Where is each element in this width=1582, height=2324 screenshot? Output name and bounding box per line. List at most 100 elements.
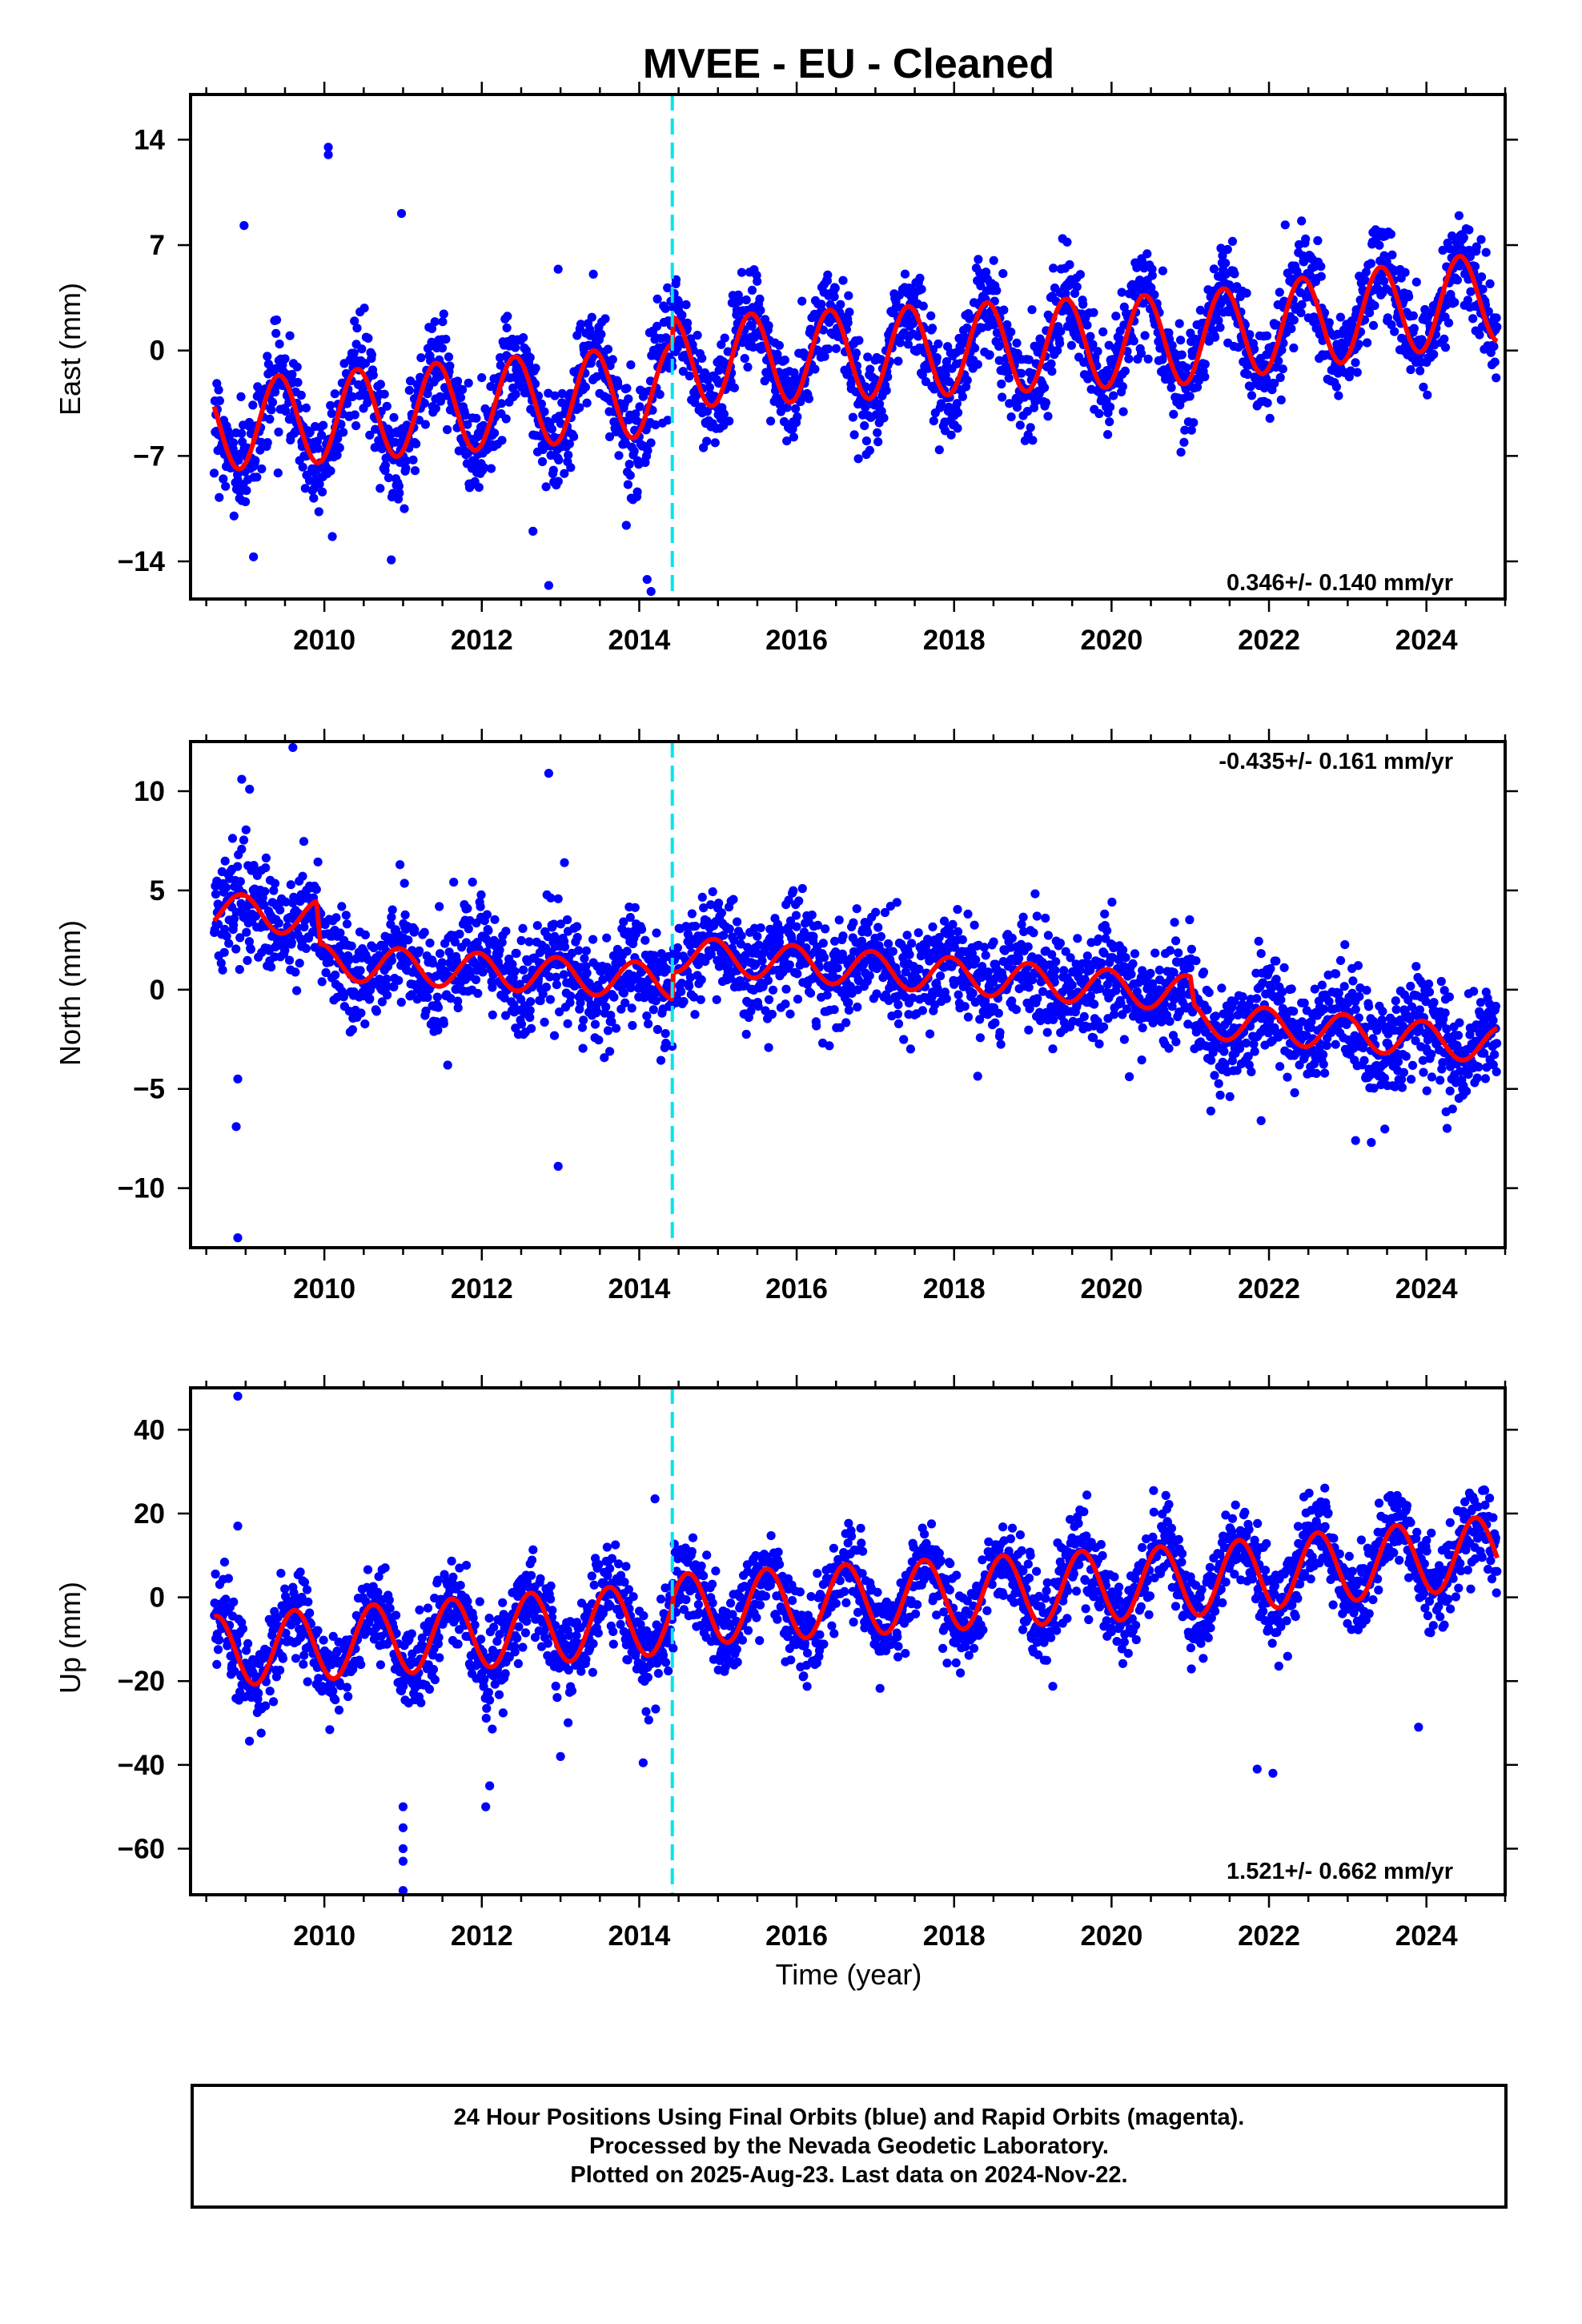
east-data-point — [663, 283, 673, 292]
north-data-point — [246, 944, 255, 954]
east-data-point — [1024, 355, 1034, 364]
north-data-point — [1214, 1079, 1223, 1088]
north-data-point — [899, 1035, 909, 1044]
east-data-point — [1423, 390, 1432, 400]
east-data-point — [408, 455, 418, 464]
east-data-point — [1404, 292, 1414, 302]
east-data-point — [275, 340, 284, 349]
north-data-point — [1206, 1106, 1215, 1116]
north-data-point — [627, 1003, 636, 1013]
east-data-point — [1390, 327, 1399, 336]
east-data-point — [456, 392, 466, 402]
north-data-point — [1079, 1011, 1089, 1021]
north-data-point — [697, 892, 707, 902]
north-data-point — [1266, 963, 1275, 974]
east-data-point — [375, 484, 385, 493]
east-outlier-point — [249, 552, 259, 561]
north-data-point — [360, 930, 370, 939]
east-data-point — [1143, 354, 1153, 364]
north-data-point — [809, 931, 818, 942]
east-data-point — [367, 350, 376, 360]
east-data-point — [1360, 275, 1370, 285]
east-data-point — [820, 352, 829, 361]
east-data-point — [380, 460, 390, 470]
north-data-point — [805, 988, 816, 998]
east-data-point — [511, 389, 520, 399]
north-data-point — [691, 922, 701, 931]
east-data-point — [395, 489, 404, 498]
east-data-point — [1140, 331, 1150, 340]
east-data-point — [1072, 282, 1082, 292]
north-data-point — [1055, 939, 1065, 948]
east-data-point — [1176, 336, 1186, 345]
north-data-point — [603, 1026, 613, 1035]
east-data-point — [1386, 229, 1395, 239]
north-data-point — [1094, 1039, 1104, 1049]
north-data-point — [532, 921, 542, 931]
east-data-point — [1174, 319, 1184, 328]
east-data-point — [439, 309, 448, 319]
east-data-point — [365, 430, 375, 440]
east-data-point — [314, 507, 323, 517]
east-data-point — [1366, 259, 1376, 268]
east-data-point — [1263, 398, 1272, 408]
north-data-point — [963, 909, 973, 919]
east-data-point — [1331, 382, 1341, 392]
north-data-point — [833, 963, 842, 973]
east-data-point — [1006, 328, 1016, 337]
east-data-point — [1111, 312, 1121, 321]
east-data-point — [740, 354, 749, 364]
east-outlier-point — [387, 555, 396, 565]
east-data-point — [683, 318, 693, 328]
east-outlier-point — [323, 150, 333, 159]
east-data-point — [1094, 408, 1104, 419]
north-data-point — [781, 984, 791, 994]
east-data-point — [1299, 257, 1309, 267]
east-data-point — [1177, 350, 1186, 360]
north-data-point — [527, 1023, 536, 1033]
east-data-point — [1142, 249, 1152, 259]
east-data-point — [1124, 354, 1134, 364]
east-data-point — [985, 350, 994, 360]
east-data-point — [982, 267, 991, 277]
north-points — [210, 742, 1502, 1243]
east-data-point — [1216, 243, 1226, 253]
east-data-point — [350, 410, 359, 420]
east-data-point — [430, 317, 440, 327]
east-data-point — [1065, 259, 1074, 270]
north-data-point — [764, 995, 774, 1004]
east-data-point — [836, 300, 845, 309]
north-data-point — [737, 931, 746, 941]
north-data-point — [1275, 1062, 1285, 1072]
east-data-point — [1459, 233, 1468, 243]
east-data-point — [318, 487, 327, 497]
north-data-point — [1215, 1090, 1225, 1100]
north-data-point — [753, 931, 762, 941]
east-data-point — [848, 412, 857, 422]
east-data-point — [267, 405, 276, 415]
east-data-point — [760, 376, 769, 386]
east-data-point — [753, 276, 762, 286]
north-data-point — [435, 902, 444, 911]
east-data-point — [893, 356, 903, 366]
north-data-point — [642, 1011, 652, 1021]
north-data-point — [958, 935, 967, 944]
north-data-point — [717, 908, 727, 918]
east-y-tick-label: 7 — [150, 230, 165, 261]
east-data-point — [596, 329, 606, 339]
east-data-point — [255, 445, 265, 455]
north-data-point — [592, 1007, 602, 1016]
north-data-point — [512, 948, 521, 959]
east-data-point — [1049, 263, 1058, 273]
east-data-point — [349, 348, 359, 358]
north-data-point — [461, 938, 472, 947]
north-ylabel: North (mm) — [54, 920, 86, 1066]
north-data-point — [793, 995, 803, 1004]
east-data-point — [1243, 370, 1252, 380]
east-data-point — [383, 473, 394, 483]
north-data-point — [579, 1015, 588, 1025]
north-data-point — [471, 975, 481, 984]
north-data-point — [280, 946, 290, 955]
north-data-point — [902, 931, 912, 940]
north-data-point — [449, 878, 459, 887]
